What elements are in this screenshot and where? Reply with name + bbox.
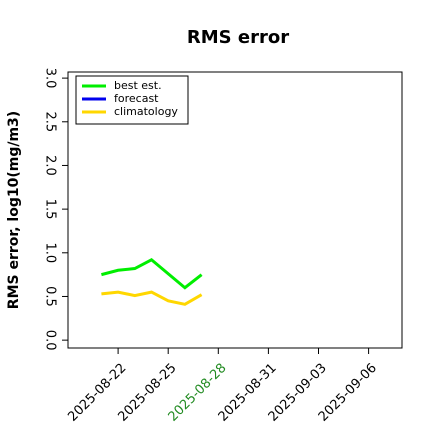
series-line <box>101 290 203 306</box>
y-tick-label: 0.0 <box>43 330 58 351</box>
chart-title: RMS error <box>187 27 289 48</box>
y-tick-label: 2.5 <box>43 111 58 132</box>
y-tick-label: 2.0 <box>43 155 58 176</box>
legend-label: best est. <box>114 79 162 92</box>
y-tick-label: 3.0 <box>43 68 58 89</box>
legend-label: forecast <box>114 92 159 105</box>
y-axis-label: RMS error, log10(mg/m3) <box>6 111 22 309</box>
y-tick-label: 0.5 <box>43 286 58 307</box>
series-line <box>101 257 203 290</box>
y-tick-label: 1.0 <box>43 242 58 263</box>
legend-label: climatology <box>114 105 178 118</box>
y-tick-label: 1.5 <box>43 199 58 220</box>
plot-frame <box>67 71 403 349</box>
